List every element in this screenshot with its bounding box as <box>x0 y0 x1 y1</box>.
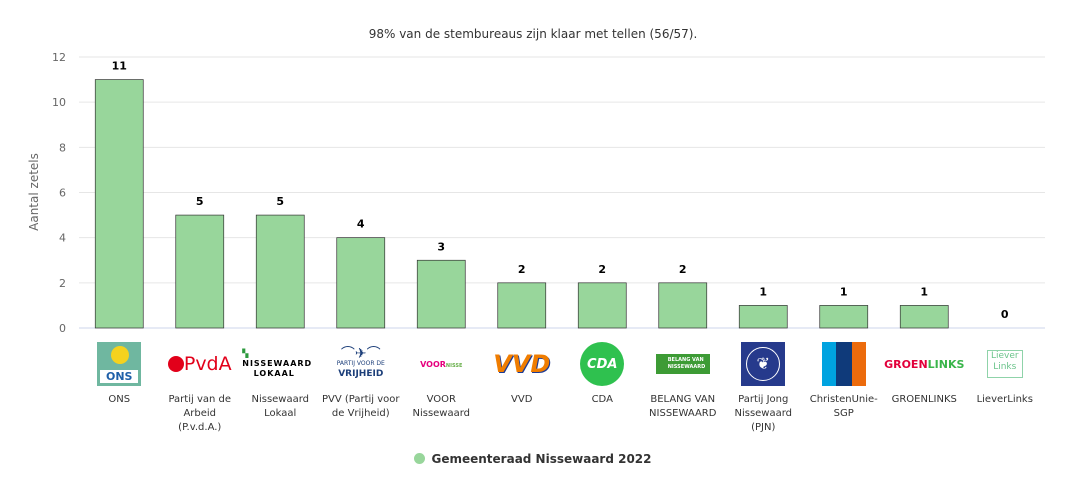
groenlinks-logo: GROENLINKS <box>884 357 965 371</box>
x-tick-label: Partij van de Arbeid (P.v.d.A.) <box>160 393 240 435</box>
christenunie-sgp-logo <box>806 340 882 388</box>
x-tick-label-line: GROENLINKS <box>891 394 957 405</box>
cda-logo: CDA <box>564 340 640 388</box>
x-tick-label-line: Nissewaard <box>412 408 471 419</box>
data-label: 1 <box>840 285 848 298</box>
bar[interactable] <box>94 79 144 329</box>
ons-logo: ONS <box>81 340 157 388</box>
x-tick-label-line: Lokaal <box>264 408 297 419</box>
chart-svg: 98% van de stembureaus zijn klaar met te… <box>27 27 1045 335</box>
y-tick-label: 12 <box>52 51 66 64</box>
x-tick-label-line: PVV (Partij voor <box>321 394 400 405</box>
vvd-logo: VVD <box>493 350 551 378</box>
x-tick-label: ONS <box>79 393 159 407</box>
x-tick-label-line: (PJN) <box>751 422 776 433</box>
belang-van-nissewaard-logo: BELANG VAN NISSEWAARD <box>645 340 721 388</box>
data-label: 5 <box>276 195 284 208</box>
bar[interactable] <box>577 282 627 329</box>
y-axis-title: Aantal zetels <box>27 153 41 231</box>
y-tick-label: 4 <box>59 232 66 245</box>
bar[interactable] <box>658 282 708 329</box>
lieverlinks-logo: Liever Links <box>967 340 1043 388</box>
x-tick-label: VVD <box>482 393 562 407</box>
x-tick-label-line: Arbeid <box>183 408 217 419</box>
data-label: 2 <box>679 263 687 276</box>
voor-nissewaard-logo: VOORNISSE <box>420 359 463 369</box>
x-tick-label-line: VVD <box>511 394 533 405</box>
data-label: 5 <box>196 195 204 208</box>
x-tick-label-line: (P.v.d.A.) <box>178 422 222 433</box>
legend-marker <box>414 453 426 464</box>
x-tick-label-line: LieverLinks <box>976 394 1033 405</box>
y-tick-label: 0 <box>59 322 66 335</box>
bar[interactable] <box>336 237 386 329</box>
x-tick-label-line: ChristenUnie- <box>809 394 878 405</box>
x-tick-label-line: NISSEWAARD <box>649 408 717 419</box>
data-label: 11 <box>112 60 127 73</box>
bar[interactable] <box>416 259 466 329</box>
data-label: 2 <box>518 263 526 276</box>
bar[interactable] <box>819 305 869 329</box>
x-tick-label: VOOR Nissewaard <box>401 393 481 421</box>
nissewaard-lokaal-logo: ▚ NISSEWAARD LOKAAL <box>242 349 313 378</box>
x-tick-label-line: Nissewaard <box>734 408 793 419</box>
x-tick-label-line: Partij van de <box>168 394 232 405</box>
bar[interactable] <box>738 305 788 329</box>
y-tick-label: 10 <box>52 96 66 109</box>
x-tick-label-line: ONS <box>108 394 131 405</box>
x-tick-label: BELANG VAN NISSEWAARD <box>643 393 723 421</box>
data-label: 3 <box>437 240 445 253</box>
pvv-logo: ⌒✈⌒ PARTIJ VOOR DE VRIJHEID <box>336 346 385 379</box>
data-label: 1 <box>759 285 767 298</box>
x-tick-label: LieverLinks <box>965 393 1045 407</box>
x-tick-label-line: CDA <box>591 394 613 405</box>
x-tick-label: GROENLINKS <box>884 393 964 407</box>
data-label: 1 <box>920 285 928 298</box>
pjn-logo: ❦ <box>725 340 801 388</box>
pvda-logo: PvdA <box>162 340 238 388</box>
y-tick-label: 6 <box>59 187 66 200</box>
chart-title: 98% van de stembureaus zijn klaar met te… <box>369 27 698 41</box>
bar[interactable] <box>175 214 225 329</box>
x-tick-label: ChristenUnie- SGP <box>804 393 884 421</box>
data-label: 2 <box>598 263 606 276</box>
x-tick-label-line: de Vrijheid) <box>331 408 390 419</box>
x-tick-label: Nissewaard Lokaal <box>240 393 320 421</box>
data-label: 4 <box>357 218 365 231</box>
x-tick-label: CDA <box>562 393 642 407</box>
x-tick-label-line: VOOR <box>426 394 456 405</box>
x-tick-label-line: Nissewaard <box>251 394 310 405</box>
bar[interactable] <box>255 214 305 329</box>
x-tick-label-line: BELANG VAN <box>650 394 716 405</box>
data-label: 0 <box>1001 308 1009 321</box>
legend-label: Gemeenteraad Nissewaard 2022 <box>431 452 652 466</box>
y-tick-label: 2 <box>59 277 66 290</box>
x-tick-label-line: SGP <box>833 408 854 419</box>
bar[interactable] <box>497 282 547 329</box>
x-tick-label: Partij Jong Nissewaard (PJN) <box>723 393 803 435</box>
legend[interactable]: Gemeenteraad Nissewaard 2022 <box>0 452 1066 466</box>
x-tick-label: PVV (Partij voor de Vrijheid) <box>321 393 401 421</box>
bar[interactable] <box>899 305 949 329</box>
y-tick-label: 8 <box>59 141 66 154</box>
x-tick-label-line: Partij Jong <box>738 394 789 405</box>
